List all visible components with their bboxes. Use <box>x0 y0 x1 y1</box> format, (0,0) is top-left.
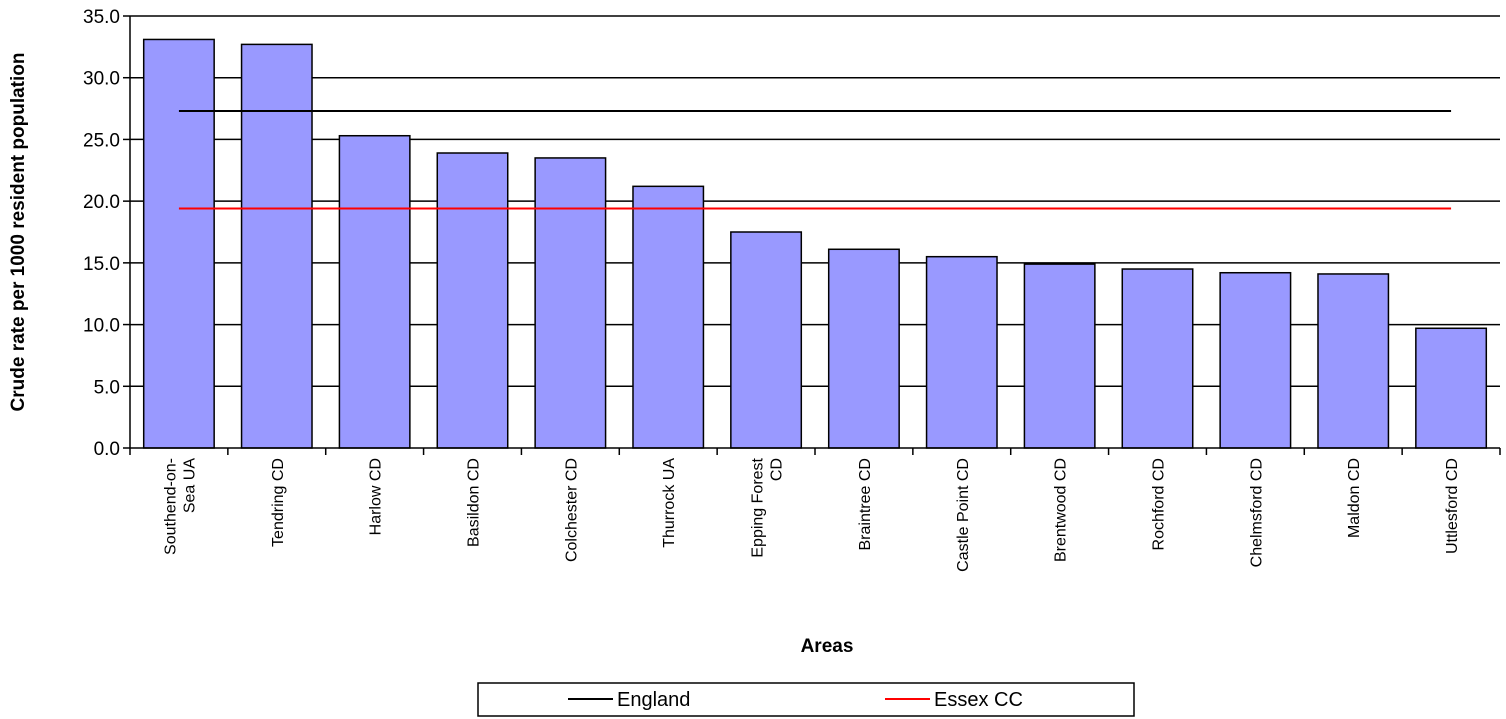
reference-lines <box>178 110 1452 210</box>
y-tick-label: 20.0 <box>83 192 120 213</box>
axes <box>129 16 1501 455</box>
x-category-label: Maldon CD <box>1346 458 1363 538</box>
bar <box>436 152 509 449</box>
bar <box>827 248 900 449</box>
legend-label-england: England <box>617 689 690 711</box>
bar <box>925 255 998 449</box>
x-category-label: Chelmsford CD <box>1248 458 1265 567</box>
bars <box>142 38 1488 449</box>
y-tick-label: 10.0 <box>83 316 120 337</box>
y-tick-label: 25.0 <box>83 130 120 151</box>
bar <box>534 157 607 449</box>
bar <box>1219 271 1292 449</box>
x-category-label: Basildon CD <box>466 458 483 547</box>
legend-label-essex-cc: Essex CC <box>934 689 1023 711</box>
legend: England Essex CC <box>477 682 1135 717</box>
y-tick-labels: 0.0 5.0 10.0 15.0 20.0 25.0 30.0 35.0 <box>83 7 120 460</box>
y-tick-label: 0.0 <box>94 439 120 460</box>
bar <box>1415 327 1488 449</box>
x-category-label: Thurrock UA <box>661 458 678 548</box>
x-category-label: Uttlesford CD <box>1444 458 1461 554</box>
bar <box>1121 268 1194 449</box>
x-category-label: Castle Point CD <box>955 458 972 572</box>
bar <box>632 185 705 449</box>
bar <box>1023 263 1096 449</box>
x-category-label: Harlow CD <box>368 458 385 535</box>
bar <box>240 43 313 449</box>
x-category-label: Brentwood CD <box>1053 458 1070 562</box>
x-category-label: Braintree CD <box>857 458 874 550</box>
y-tick-label: 15.0 <box>83 254 120 275</box>
y-tick-label: 35.0 <box>83 7 120 28</box>
bar <box>142 38 215 449</box>
x-category-labels: Southend-on- Sea UA Tendring CD Harlow CD Ba… <box>162 457 1461 571</box>
y-tick-label: 5.0 <box>94 377 120 398</box>
bar <box>338 134 411 449</box>
y-tick-label: 30.0 <box>83 69 120 90</box>
bar <box>1317 273 1390 449</box>
x-category-label: Tendring CD <box>270 458 287 547</box>
x-category-label: Colchester CD <box>563 458 580 562</box>
x-category-label: Epping Forest CD <box>750 457 786 557</box>
x-category-label: Southend-on- Sea UA <box>162 458 198 555</box>
bar <box>730 231 803 449</box>
y-axis-title: Crude rate per 1000 resident population <box>8 53 29 412</box>
x-category-label: Rochford CD <box>1151 458 1168 550</box>
grid-lines <box>123 15 1500 449</box>
x-axis-title: Areas <box>801 636 854 657</box>
